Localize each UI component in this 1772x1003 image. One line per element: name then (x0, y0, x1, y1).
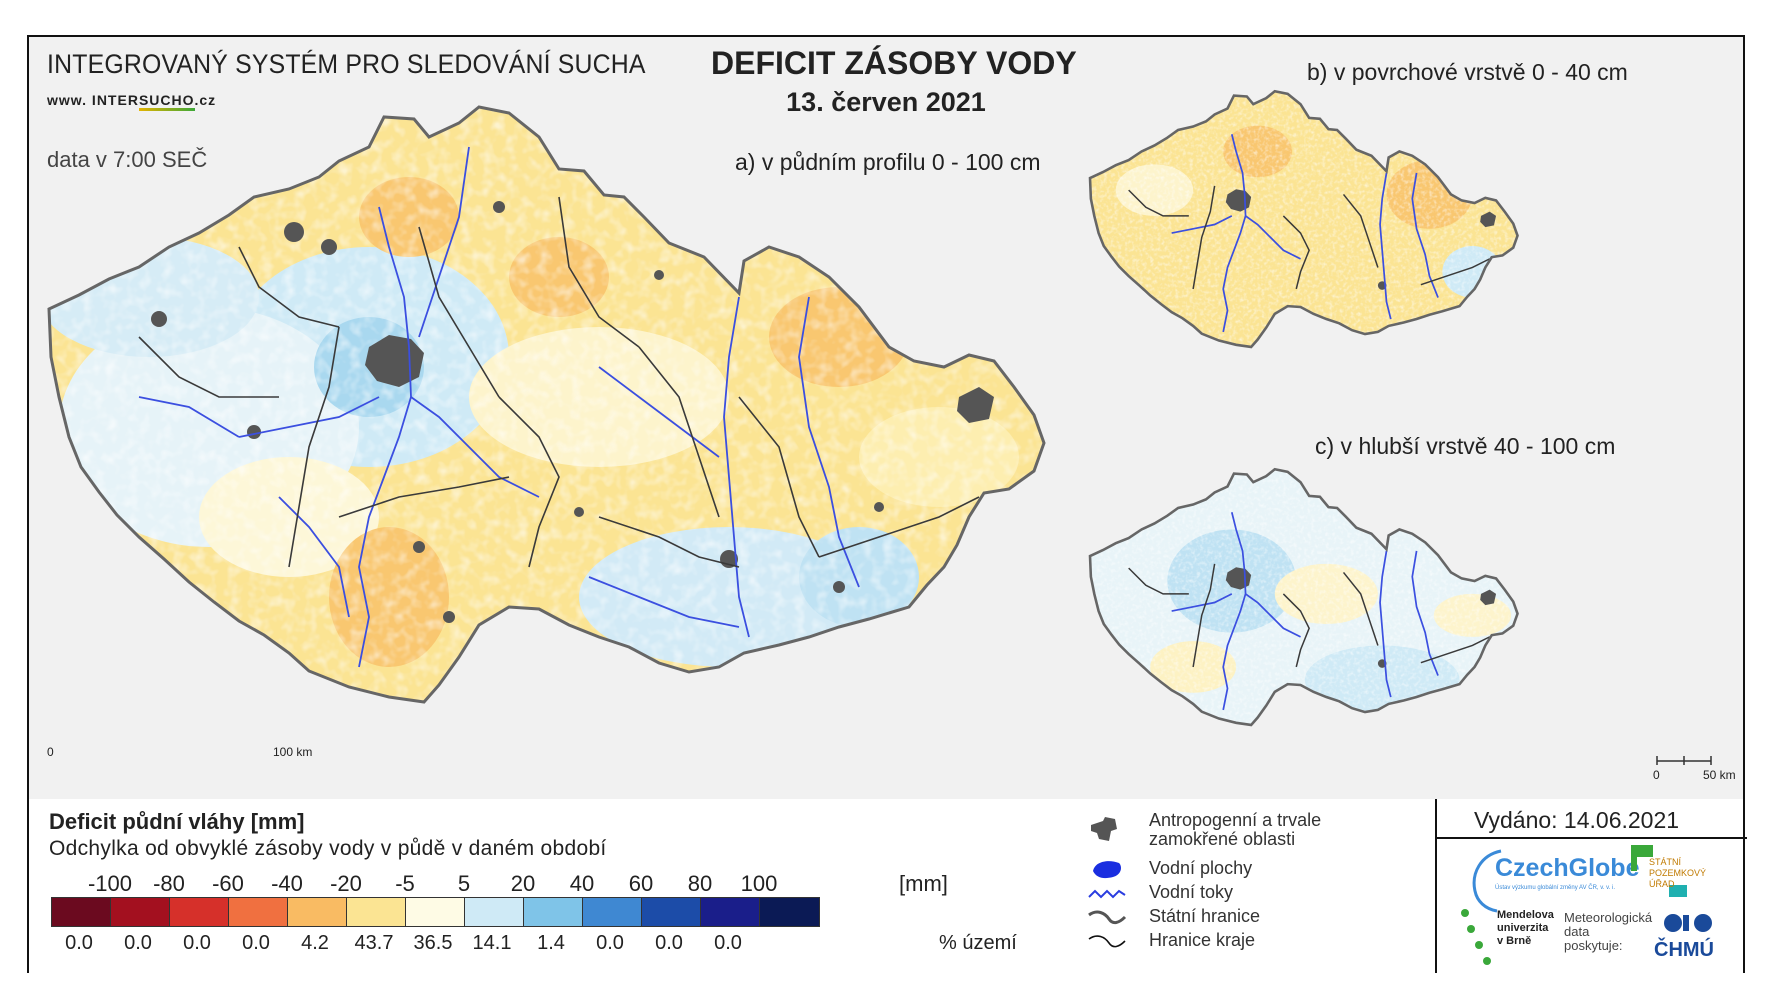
legend-swatch (465, 898, 524, 926)
river-icon (1088, 889, 1126, 899)
website-highlight: SUCHO (138, 92, 195, 111)
scale-bar-bc (1656, 756, 1712, 765)
legend-tick-label: -40 (271, 871, 303, 896)
legend-swatch (229, 898, 288, 926)
map-frame: INTEGROVANÝ SYSTÉM PRO SLEDOVÁNÍ SUCHA w… (27, 35, 1747, 973)
map-b (1088, 89, 1519, 349)
main-date: 13. červen 2021 (786, 87, 986, 117)
website-suffix: .cz (194, 92, 217, 108)
legend-tick-label: -80 (153, 871, 185, 896)
legend-panel: Deficit půdní vláhy [mm] Odchylka od obv… (29, 799, 1747, 973)
legend-divider (1435, 799, 1437, 973)
legend-swatch (524, 898, 583, 926)
scale-bc-end: 50 km (1703, 768, 1736, 782)
legend-percentage: 4.2 (301, 932, 329, 954)
map-b-label: b) v povrchové vrstvě 0 - 40 cm (1307, 59, 1628, 85)
main-title: DEFICIT ZÁSOBY VODY (711, 45, 1077, 81)
legend-swatch (406, 898, 465, 926)
system-title: INTEGROVANÝ SYSTÉM PRO SLEDOVÁNÍ SUCHA (47, 49, 646, 79)
legend-percentage: 1.4 (537, 932, 565, 954)
water-body-icon (1093, 861, 1121, 879)
legend-tick-label: 60 (628, 871, 654, 896)
spu-line2: POZEMKOVÝ (1649, 868, 1707, 878)
legend-tick-label: 20 (510, 871, 536, 896)
legend-percentage: 43.7 (354, 932, 394, 954)
legend-unit: [mm] (899, 871, 948, 896)
symbol-water-bodies: Vodní plochy (1149, 858, 1253, 878)
legend-percentage: 0.0 (714, 932, 742, 954)
spu-line3: ÚŘAD (1649, 879, 1675, 889)
spu-logo: STÁTNÍ POZEMKOVÝ ÚŘAD (1649, 857, 1706, 890)
legend-tick-label: -5 (395, 871, 415, 896)
data-time: data v 7:00 SEČ (47, 147, 208, 172)
scale-a-start: 0 (47, 745, 54, 759)
website-link[interactable]: www. INTERSUCHO.cz (47, 92, 217, 111)
issued-divider (1435, 837, 1747, 839)
legend-swatch (701, 898, 760, 926)
state-border-icon (1088, 910, 1127, 925)
legend-percentage: 0.0 (655, 932, 683, 954)
legend-percentage: 14.1 (472, 932, 512, 954)
spu-logo-icon (1631, 845, 1687, 897)
symbol-region-border: Hranice kraje (1149, 930, 1256, 950)
czechglobe-logo-icon (1472, 849, 1502, 913)
legend-tick-label: -60 (212, 871, 244, 896)
meteo-provider: Meteorologická data poskytuje: (1564, 911, 1652, 953)
legend-swatch (347, 898, 406, 926)
spu-line1: STÁTNÍ (1649, 857, 1682, 867)
czechglobe-subtitle: Ústav výzkumu globální změny AV ČR, v. v… (1495, 885, 1616, 891)
chmu-logo-icon (1664, 914, 1712, 932)
mendel-line1: Mendelova (1497, 909, 1554, 921)
legend-percentage: 0.0 (183, 932, 211, 954)
legend-swatch (760, 898, 819, 926)
symbol-anthropogenic-line2: zamokřené oblasti (1149, 829, 1296, 849)
mendel-line3: v Brně (1497, 935, 1532, 947)
mendel-logo: Mendelova univerzita v Brně (1497, 909, 1554, 948)
legend-tick-label: 40 (569, 871, 595, 896)
website-prefix: www. INTER (47, 92, 139, 108)
mendel-line2: univerzita (1497, 922, 1549, 934)
legend-percentage: 0.0 (596, 932, 624, 954)
legend-title: Deficit půdní vláhy [mm] (49, 809, 305, 834)
legend-tick-label: 80 (687, 871, 713, 896)
legend-swatch (583, 898, 642, 926)
czechglobe-logo: CzechGlobe (1495, 854, 1640, 882)
legend-swatch (288, 898, 347, 926)
legend-tick-label: -100 (87, 871, 133, 896)
symbol-anthropogenic-line1: Antropogenní a trvale (1149, 810, 1322, 830)
legend-swatch (111, 898, 170, 926)
legend-tick-label: -20 (330, 871, 362, 896)
percent-label: % území (939, 932, 1017, 954)
map-c (1088, 467, 1519, 727)
legend-swatch (642, 898, 701, 926)
urban-area-icon (1091, 817, 1117, 841)
mendel-logo-icon (1461, 909, 1491, 965)
legend-tick-label: 5 (457, 871, 471, 896)
legend-color-bar (51, 897, 820, 927)
scale-bc-start: 0 (1653, 768, 1660, 782)
chmu-logo: ČHMÚ (1654, 939, 1714, 961)
meteo-line2: data (1564, 924, 1590, 939)
legend-percentage: 0.0 (65, 932, 93, 954)
region-border-icon (1088, 935, 1126, 948)
map-a-label: a) v půdním profilu 0 - 100 cm (735, 149, 1041, 175)
meteo-line1: Meteorologická (1564, 910, 1653, 925)
legend-swatch (52, 898, 111, 926)
symbol-anthropogenic: Antropogenní a trvale zamokřené oblasti (1149, 811, 1321, 849)
meteo-line3: poskytuje: (1564, 938, 1623, 953)
legend-subtitle: Odchylka od obvyklé zásoby vody v půdě v… (49, 837, 607, 860)
issued-date: Vydáno: 14.06.2021 (1474, 807, 1680, 833)
map-c-label: c) v hlubší vrstvě 40 - 100 cm (1315, 433, 1616, 459)
legend-percentage: 36.5 (413, 932, 453, 954)
legend-percentage: 0.0 (242, 932, 270, 954)
legend-swatch (170, 898, 229, 926)
map-panel: INTEGROVANÝ SYSTÉM PRO SLEDOVÁNÍ SUCHA w… (29, 37, 1743, 801)
legend-percentage: 0.0 (124, 932, 152, 954)
symbol-rivers: Vodní toky (1149, 882, 1234, 902)
legend-tick-label: 100 (740, 871, 778, 896)
scale-a-end: 100 km (273, 745, 313, 759)
map-a (47, 105, 1046, 704)
symbol-state-border: Státní hranice (1149, 906, 1261, 926)
